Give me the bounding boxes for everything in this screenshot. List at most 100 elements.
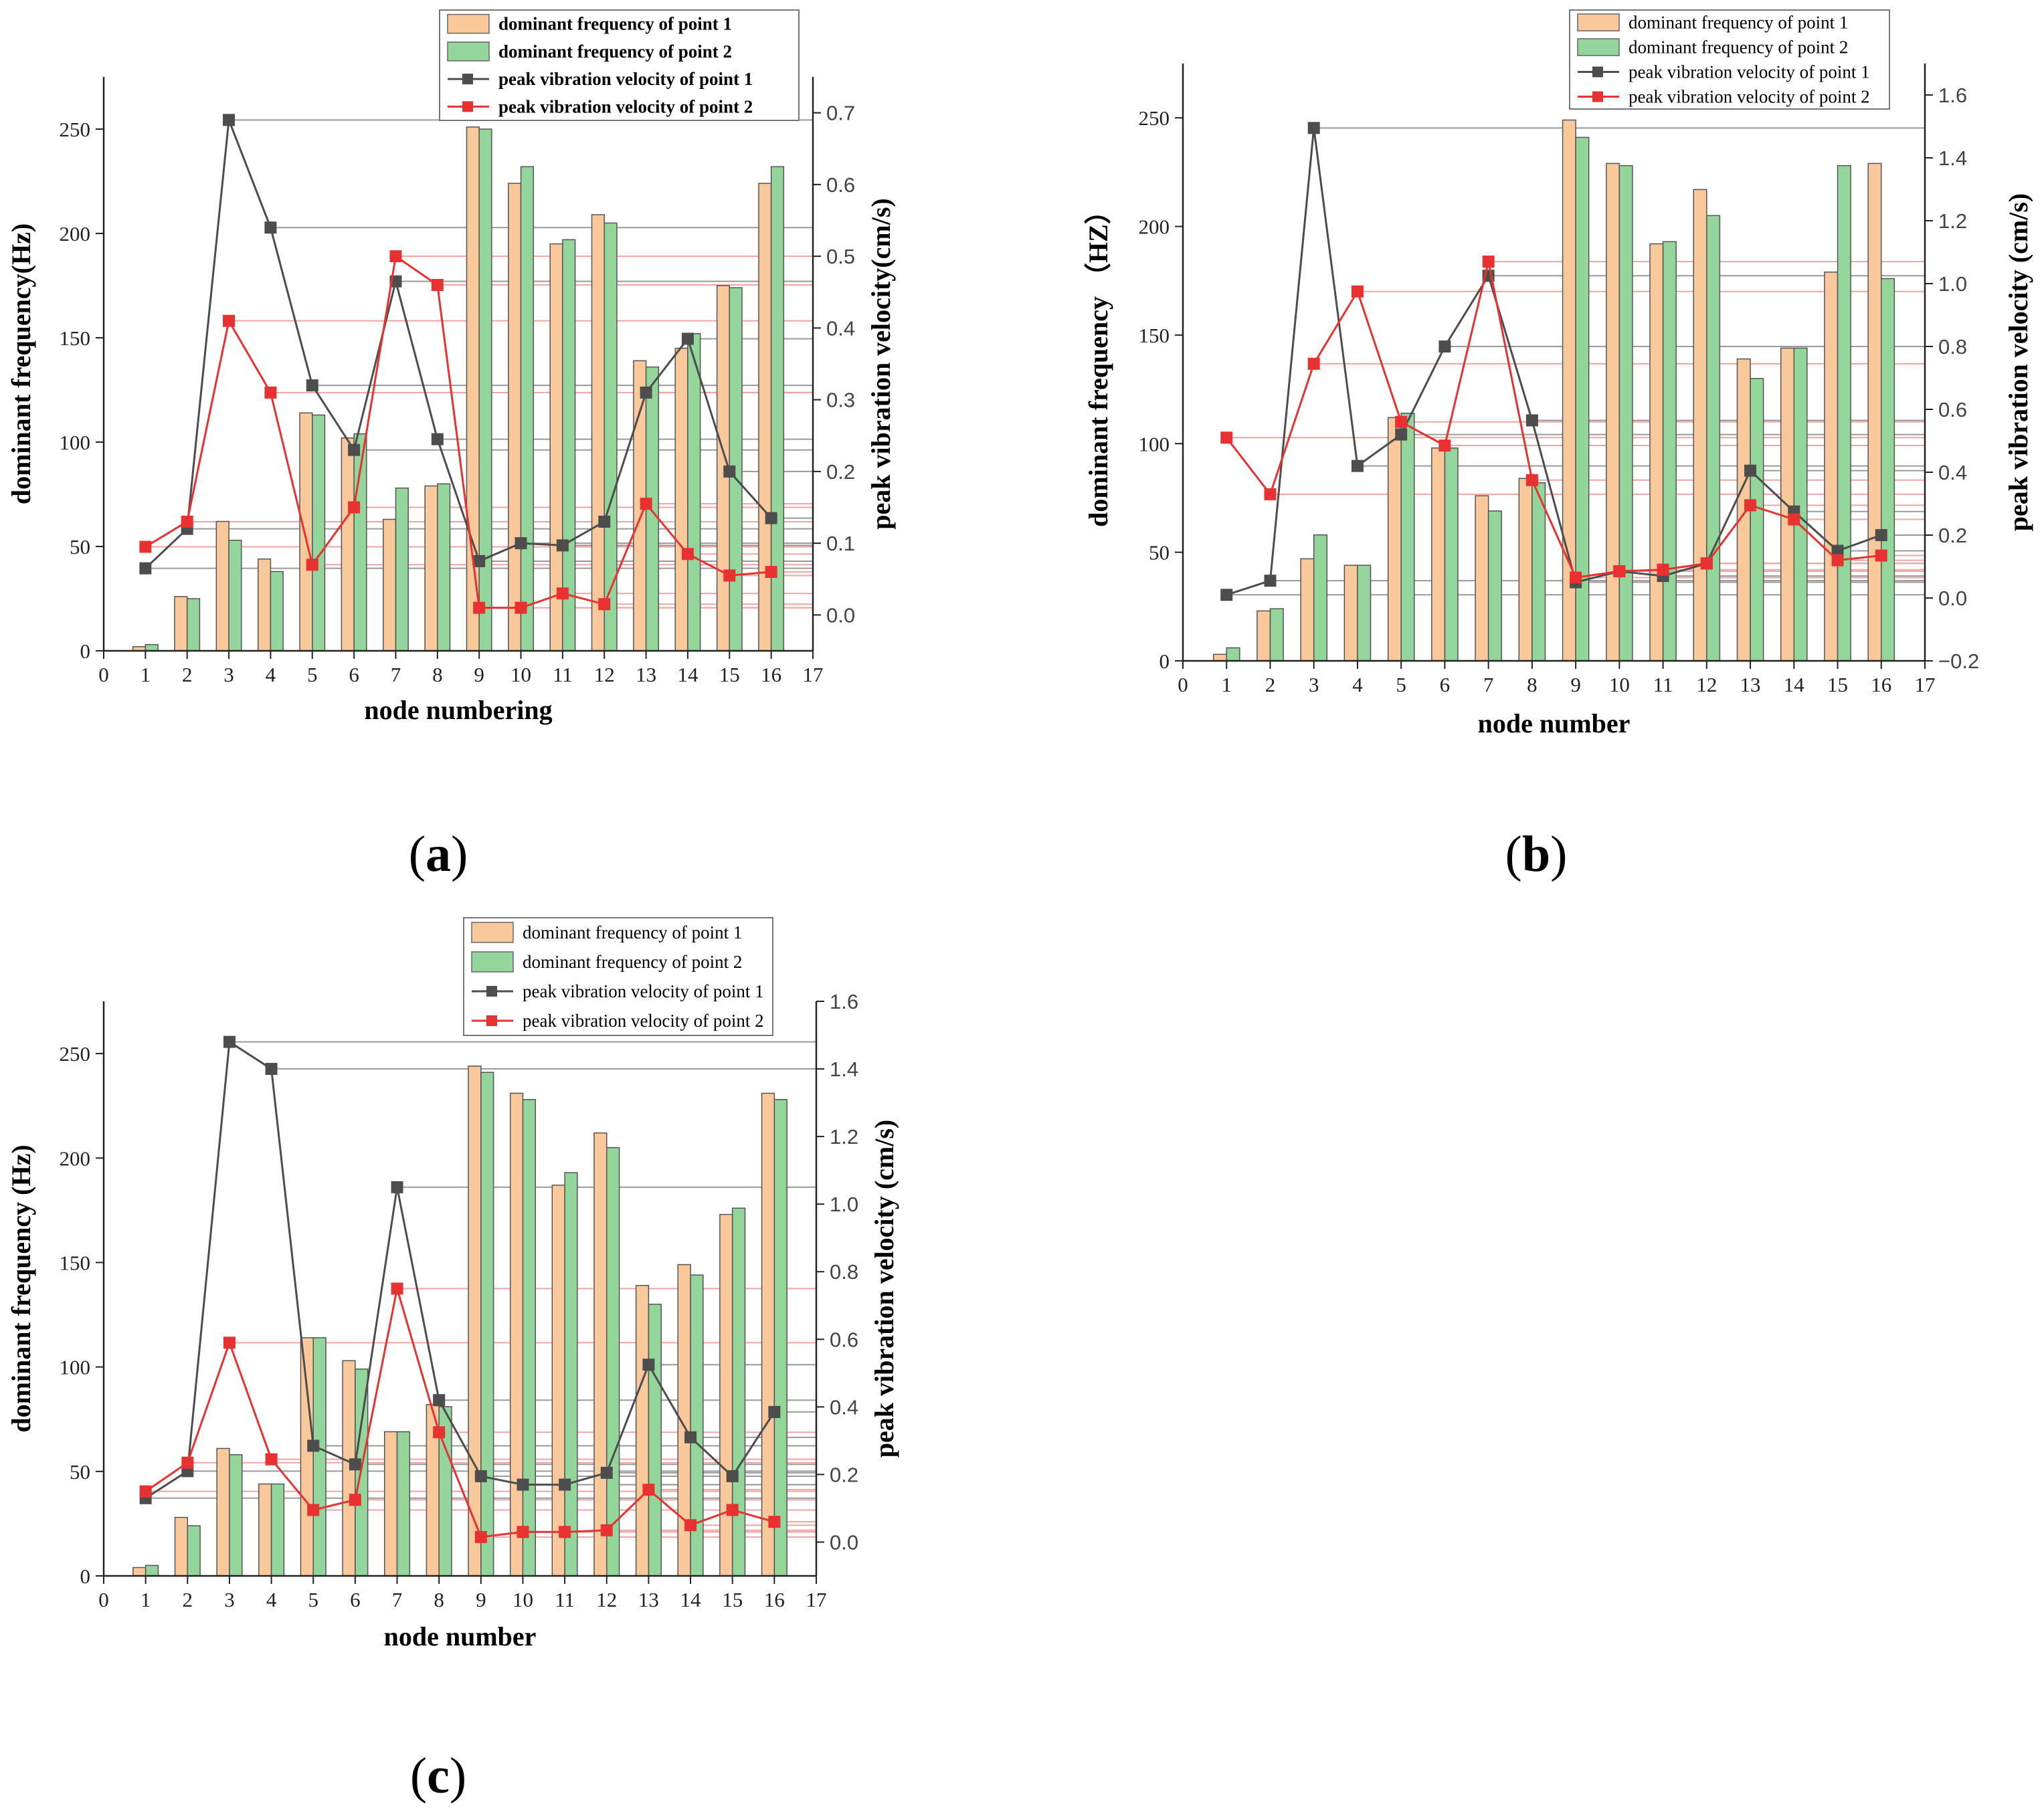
bar-2-node-2 [187, 1525, 201, 1577]
y2-tick-label: 1.6 [1938, 84, 1967, 107]
y2-tick-label: 0.8 [1938, 335, 1967, 359]
x-tick-label: 1 [1221, 673, 1232, 696]
marker-2-node-7 [389, 250, 402, 263]
x-tick-label: 0 [1178, 673, 1188, 696]
marker-1-node-5 [1395, 428, 1408, 441]
y2-tick-label: 1.4 [830, 1058, 858, 1081]
legend-box [463, 917, 773, 1036]
marker-2-node-4 [265, 1453, 278, 1466]
legend-swatch-marker [486, 1015, 497, 1026]
legend-swatch-bar [447, 41, 490, 62]
bar-1-node-1 [1212, 654, 1227, 662]
x-tick-label: 5 [1396, 673, 1406, 696]
x-tick-label: 14 [680, 1588, 702, 1611]
x-tick-label: 16 [1871, 673, 1891, 696]
velocity-line-point-1 [1226, 128, 1882, 596]
y-tick-label: 150 [60, 326, 91, 350]
bar-2-node-14 [687, 333, 701, 651]
legend-swatch-bar [1577, 38, 1620, 56]
legend: dominant frequency of point 1 dominant fr… [463, 917, 773, 1036]
marker-2-node-8 [1525, 474, 1538, 486]
marker-1-node-8 [1525, 414, 1538, 427]
y-axis-label: dominant frequency(Hz) [6, 223, 36, 504]
bar-2-node-16 [773, 1099, 787, 1577]
marker-1-node-12 [598, 515, 611, 528]
bar-2-node-13 [648, 1304, 662, 1577]
bar-1-node-12 [1693, 189, 1707, 662]
y2-tick-label: 0.2 [1938, 524, 1967, 547]
marker-2-node-15 [1831, 554, 1844, 567]
bar-2-node-11 [1662, 241, 1677, 662]
y-tick-label: 100 [1139, 432, 1170, 456]
y2-tick-label: 1.0 [1938, 272, 1967, 296]
x-tick-label: 9 [476, 1588, 486, 1611]
x-tick-label: 0 [98, 1588, 109, 1611]
marker-1-node-2 [1264, 575, 1277, 587]
marker-1-node-4 [264, 221, 277, 234]
marker-1-node-14 [684, 1431, 697, 1443]
y-tick-label: 100 [60, 1356, 91, 1379]
y2-tick-label: 0.5 [826, 245, 855, 268]
legend-box [1569, 9, 1890, 110]
bar-2-node-3 [229, 1454, 243, 1577]
x-tick-label: 12 [1696, 673, 1717, 696]
marker-1-node-1 [1220, 589, 1233, 601]
x-tick-label: 13 [638, 1588, 659, 1611]
y-tick-label: 150 [60, 1251, 91, 1274]
x-tick-label: 2 [183, 1588, 193, 1611]
velocity-line-point-2 [1226, 261, 1881, 579]
y2-tick-label: 0.4 [830, 1395, 858, 1419]
x-tick-label: 3 [1309, 673, 1319, 696]
marker-2-node-12 [1700, 557, 1713, 570]
x-tick-label: 17 [1915, 673, 1936, 696]
x-tick-label: 7 [1483, 673, 1494, 696]
marker-1-node-5 [306, 379, 318, 392]
y-axis-label: dominant frequency (Hz) [6, 1144, 36, 1432]
bar-2-node-2 [186, 598, 201, 651]
y-tick-label: 200 [60, 1146, 91, 1170]
y2-tick-label: 0.6 [826, 173, 855, 197]
marker-1-node-3 [1307, 122, 1320, 134]
x-tick-label: 4 [1352, 673, 1363, 696]
x-tick-label: 14 [677, 663, 699, 686]
x-tick-label: 10 [513, 1588, 533, 1611]
marker-2-node-1 [139, 1485, 152, 1498]
marker-2-node-15 [723, 569, 736, 582]
marker-2-node-5 [1395, 415, 1408, 428]
bar-2-node-13 [1750, 378, 1764, 662]
bar-2-node-7 [1487, 510, 1502, 662]
marker-2-node-13 [1744, 499, 1757, 512]
y2-tick-label: −0.2 [1938, 649, 1979, 673]
x-tick-label: 8 [1527, 673, 1538, 696]
marker-1-node-6 [349, 1458, 361, 1471]
x-tick-label: 6 [1440, 673, 1451, 696]
x-tick-label: 17 [803, 663, 824, 686]
x-tick-label: 17 [806, 1588, 827, 1611]
bar-1-node-9 [468, 1066, 482, 1577]
bar-2-node-11 [564, 1172, 578, 1577]
bar-2-node-1 [145, 1565, 159, 1577]
bar-1-node-16 [761, 1092, 775, 1577]
bar-1-node-3 [1300, 558, 1315, 662]
x-tick-label: 5 [307, 663, 318, 686]
bar-1-node-12 [593, 1132, 608, 1577]
bar-1-node-14 [674, 347, 688, 651]
legend: dominant frequency of point 1 dominant fr… [1569, 9, 1890, 110]
marker-2-node-3 [223, 1336, 236, 1349]
x-tick-label: 11 [555, 1588, 575, 1611]
y2-tick-label: 1.4 [1938, 146, 1967, 170]
bar-1-node-6 [1431, 447, 1446, 662]
marker-1-node-15 [726, 1470, 739, 1482]
bar-1-node-16 [1867, 163, 1882, 662]
marker-1-node-6 [1438, 340, 1451, 353]
bar-2-node-5 [1400, 413, 1415, 662]
legend-swatch-marker [462, 74, 473, 85]
bar-1-node-2 [174, 596, 188, 651]
marker-2-node-9 [474, 1530, 487, 1543]
x-tick-label: 12 [594, 663, 615, 686]
y2-tick-label: 0.1 [826, 532, 855, 555]
legend-label: dominant frequency of point 2 [1629, 37, 1848, 58]
velocity-line-point-1 [145, 1040, 775, 1500]
bar-1-node-11 [1649, 243, 1664, 662]
bar-1-node-7 [383, 518, 397, 651]
